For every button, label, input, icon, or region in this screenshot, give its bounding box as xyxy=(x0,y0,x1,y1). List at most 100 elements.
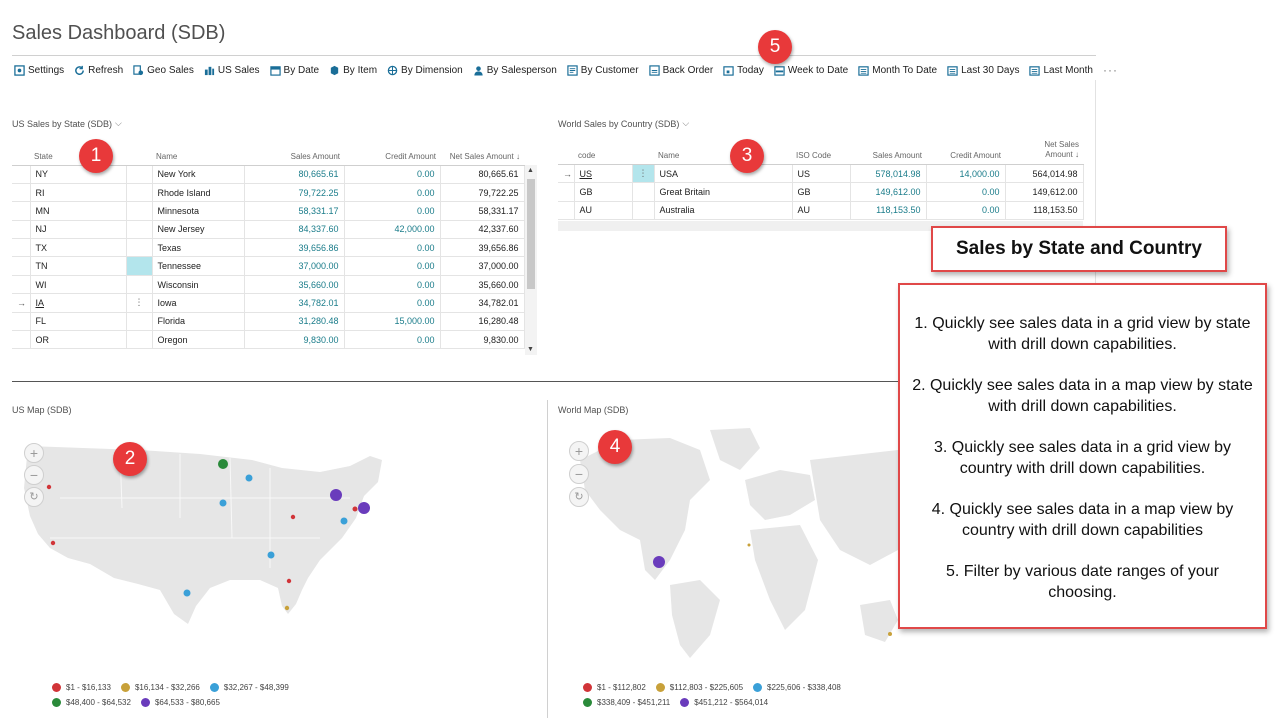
world-map-zoom-in-button[interactable]: + xyxy=(569,441,589,461)
credit-amount-cell[interactable]: 0.00 xyxy=(344,256,441,276)
code-cell[interactable]: AU xyxy=(574,201,633,221)
scroll-up-icon[interactable]: ▲ xyxy=(527,167,534,174)
credit-amount-column-header[interactable]: Credit Amount xyxy=(926,140,1005,165)
name-column-header[interactable]: Name xyxy=(654,140,792,165)
page-title: Sales Dashboard (SDB) xyxy=(12,22,226,44)
refresh-action[interactable]: Refresh xyxy=(74,65,123,76)
geo-sales-action[interactable]: Geo Sales xyxy=(133,65,194,76)
sales-amount-cell[interactable]: 34,782.01 xyxy=(244,293,345,313)
sales-amount-column-header[interactable]: Sales Amount xyxy=(244,143,344,166)
code-cell[interactable]: GB xyxy=(574,182,633,202)
table-row-current[interactable]: → IA ⋮ Iowa 34,782.01 0.00 34,782.01 xyxy=(12,293,525,313)
iso-code-column-header[interactable]: ISO Code xyxy=(792,140,850,165)
week-icon xyxy=(774,65,785,76)
us-grid-caption[interactable]: US Sales by State (SDB) ⌵ xyxy=(12,118,122,129)
table-row[interactable]: NJ New Jersey 84,337.60 42,000.00 42,337… xyxy=(12,220,525,240)
credit-amount-cell[interactable]: 0.00 xyxy=(344,293,441,313)
credit-amount-cell[interactable]: 42,000.00 xyxy=(344,220,441,240)
week-to-date-action[interactable]: Week to Date xyxy=(774,65,848,76)
code-cell[interactable]: US xyxy=(574,164,633,184)
net-sales-amount-column-header[interactable]: Net Sales Amount ↓ xyxy=(440,143,524,166)
name-column-header[interactable]: Name xyxy=(152,143,244,166)
table-row-current[interactable]: → US ⋮ USA US 578,014.98 14,000.00 564,0… xyxy=(558,164,1084,184)
us-sales-label: US Sales xyxy=(217,64,260,76)
sales-amount-cell[interactable]: 79,722.25 xyxy=(244,183,345,203)
last-30-days-action[interactable]: Last 30 Days xyxy=(947,65,1019,76)
table-row[interactable]: GB Great Britain GB 149,612.00 0.00 149,… xyxy=(558,182,1084,202)
row-indicator-header xyxy=(12,143,30,166)
credit-amount-cell[interactable]: 0.00 xyxy=(344,183,441,203)
row-menu-button[interactable]: ⋮ xyxy=(632,164,655,184)
sales-amount-cell[interactable]: 578,014.98 xyxy=(850,164,927,184)
state-cell[interactable]: WI xyxy=(30,275,127,295)
credit-amount-cell[interactable]: 0.00 xyxy=(344,275,441,295)
credit-amount-column-header[interactable]: Credit Amount xyxy=(344,143,440,166)
sales-amount-cell[interactable]: 149,612.00 xyxy=(850,182,927,202)
table-row[interactable]: RI Rhode Island 79,722.25 0.00 79,722.25 xyxy=(12,183,525,203)
salesperson-icon xyxy=(474,65,483,76)
world-grid-caption[interactable]: World Sales by Country (SDB) ⌵ xyxy=(558,118,689,129)
world-map-reset-icon[interactable]: ↻ xyxy=(569,487,589,507)
table-row[interactable]: TX Texas 39,656.86 0.00 39,656.86 xyxy=(12,238,525,258)
by-customer-action[interactable]: By Customer xyxy=(567,65,639,76)
net-sales-amount-column-header[interactable]: Net Sales Amount ↓ xyxy=(1005,140,1083,165)
sales-amount-cell[interactable]: 37,000.00 xyxy=(244,256,345,276)
by-date-action[interactable]: By Date xyxy=(269,65,319,76)
credit-amount-cell[interactable]: 0.00 xyxy=(344,238,441,258)
today-action[interactable]: Today xyxy=(723,65,764,76)
by-item-action[interactable]: By Item xyxy=(329,65,377,76)
credit-amount-cell[interactable]: 0.00 xyxy=(344,330,441,350)
row-menu-button[interactable]: ⋮ xyxy=(126,293,153,313)
world-map[interactable] xyxy=(560,420,898,660)
map-marker-md xyxy=(340,517,348,525)
row-menu-cell xyxy=(632,182,655,202)
settings-action[interactable]: Settings xyxy=(14,65,64,76)
by-salesperson-action[interactable]: By Salesperson xyxy=(473,65,557,76)
sales-amount-cell[interactable]: 9,830.00 xyxy=(244,330,345,350)
last-month-action[interactable]: Last Month xyxy=(1029,65,1093,76)
us-map-zoom-out-button[interactable]: − xyxy=(24,465,44,485)
sales-amount-cell[interactable]: 39,656.86 xyxy=(244,238,345,258)
table-row[interactable]: MN Minnesota 58,331.17 0.00 58,331.17 xyxy=(12,201,525,221)
state-cell[interactable]: TN xyxy=(30,256,127,276)
state-cell[interactable]: MN xyxy=(30,201,127,221)
credit-amount-cell[interactable]: 14,000.00 xyxy=(926,164,1006,184)
us-map[interactable] xyxy=(20,438,400,628)
state-cell[interactable]: RI xyxy=(30,183,127,203)
state-cell[interactable]: FL xyxy=(30,312,127,332)
sales-amount-cell[interactable]: 58,331.17 xyxy=(244,201,345,221)
sales-amount-cell[interactable]: 84,337.60 xyxy=(244,220,345,240)
scroll-down-icon[interactable]: ▼ xyxy=(527,346,534,353)
month-to-date-action[interactable]: Month To Date xyxy=(858,65,937,76)
more-actions-button[interactable]: ··· xyxy=(1102,63,1118,77)
scroll-thumb[interactable] xyxy=(527,179,535,289)
sales-amount-column-header[interactable]: Sales Amount xyxy=(850,140,926,165)
by-dimension-action[interactable]: By Dimension xyxy=(387,65,463,76)
credit-amount-cell[interactable]: 0.00 xyxy=(344,165,441,184)
world-map-zoom-out-button[interactable]: − xyxy=(569,464,589,484)
sales-amount-cell[interactable]: 31,280.48 xyxy=(244,312,345,332)
sales-amount-cell[interactable]: 118,153.50 xyxy=(850,201,927,221)
credit-amount-cell[interactable]: 15,000.00 xyxy=(344,312,441,332)
state-cell[interactable]: NJ xyxy=(30,220,127,240)
sales-amount-cell[interactable]: 35,660.00 xyxy=(244,275,345,295)
table-row[interactable]: TN Tennessee 37,000.00 0.00 37,000.00 xyxy=(12,256,525,276)
credit-amount-cell[interactable]: 0.00 xyxy=(926,182,1006,202)
credit-amount-cell[interactable]: 0.00 xyxy=(344,201,441,221)
us-grid-scrollbar[interactable]: ▲ ▼ xyxy=(525,165,537,355)
sales-amount-cell[interactable]: 80,665.61 xyxy=(244,165,345,184)
back-order-action[interactable]: Back Order xyxy=(648,65,713,76)
us-map-zoom-in-button[interactable]: + xyxy=(24,443,44,463)
credit-amount-cell[interactable]: 0.00 xyxy=(926,201,1006,221)
us-map-reset-icon[interactable]: ↻ xyxy=(24,487,44,507)
table-row[interactable]: FL Florida 31,280.48 15,000.00 16,280.48 xyxy=(12,312,525,332)
code-column-header[interactable]: code xyxy=(574,140,632,165)
table-row[interactable]: OR Oregon 9,830.00 0.00 9,830.00 xyxy=(12,330,525,350)
table-row[interactable]: WI Wisconsin 35,660.00 0.00 35,660.00 xyxy=(12,275,525,295)
state-cell[interactable]: NY xyxy=(30,165,127,184)
state-cell[interactable]: IA xyxy=(30,293,127,313)
table-row[interactable]: AU Australia AU 118,153.50 0.00 118,153.… xyxy=(558,201,1084,221)
state-cell[interactable]: TX xyxy=(30,238,127,258)
us-sales-action[interactable]: US Sales xyxy=(204,65,260,76)
state-cell[interactable]: OR xyxy=(30,330,127,350)
